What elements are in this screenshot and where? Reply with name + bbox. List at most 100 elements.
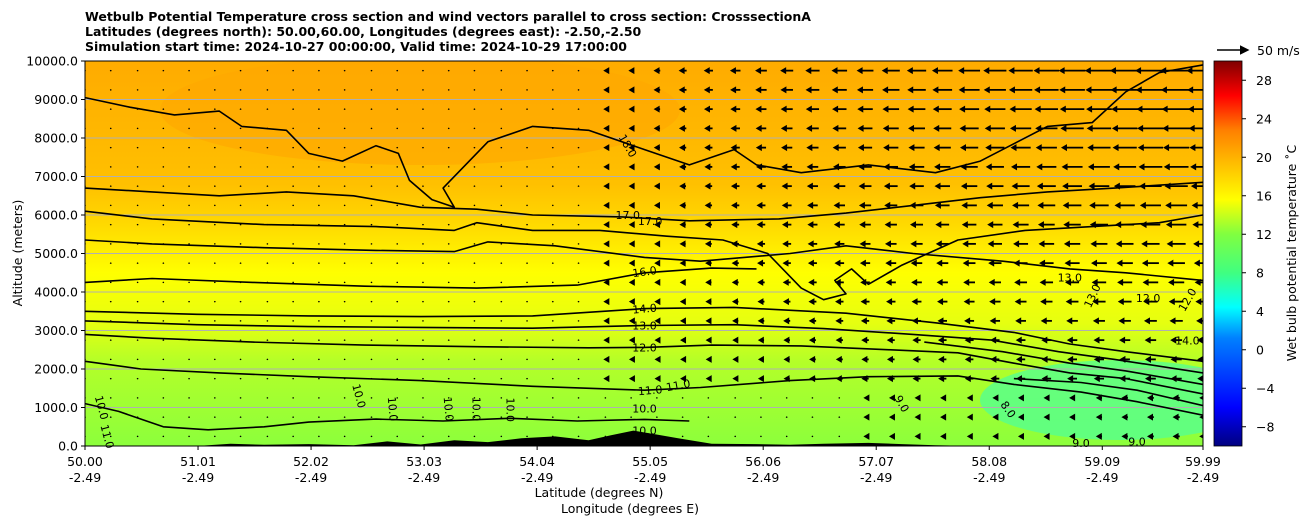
wind-vector: [109, 435, 112, 438]
wind-vector: [781, 182, 792, 190]
contour-line: [85, 306, 1203, 363]
wind-vector: [214, 435, 216, 438]
wind-vector: [1011, 182, 1030, 190]
wind-vector: [628, 355, 635, 363]
wind-vector: [188, 166, 190, 168]
wind-vector: [292, 243, 294, 245]
wind-vector: [781, 163, 793, 171]
wind-vector: [396, 223, 399, 226]
wind-vector: [577, 339, 580, 341]
wind-vector: [214, 223, 216, 226]
wind-vector: [292, 262, 294, 264]
wind-vector: [188, 146, 190, 149]
wind-vector: [577, 300, 580, 303]
wind-vector: [962, 240, 976, 248]
wind-vector: [343, 435, 346, 438]
wind-vector: [732, 355, 739, 363]
wind-vector: [1015, 336, 1026, 344]
wind-vector: [679, 163, 687, 171]
wind-vector: [963, 278, 975, 286]
wind-vector: [780, 124, 793, 132]
wind-vector: [239, 397, 242, 399]
wind-vector: [343, 204, 346, 207]
wind-vector: [704, 124, 713, 132]
contour-line: [85, 64, 1203, 209]
y-axis-ticks: 0.0 1000.0 2000.0 3000.0 4000.0 5000.0 6000.0 7…: [26, 54, 85, 454]
wind-vector: [1017, 432, 1024, 440]
wind-vector: [630, 416, 632, 418]
wind-vector: [136, 320, 139, 322]
wind-vector: [551, 416, 554, 418]
wind-vector: [908, 163, 925, 171]
wind-vector: [1087, 144, 1111, 152]
x-tick-label-lon: -2.49: [1187, 470, 1219, 485]
wind-vector: [1092, 317, 1105, 325]
wind-vector: [1015, 355, 1026, 363]
wind-vector: [603, 86, 610, 94]
wind-vector: [214, 185, 216, 187]
wind-vector: [911, 298, 922, 306]
wind-vector: [680, 336, 687, 344]
wind-vector: [1190, 182, 1203, 190]
wind-vector: [136, 127, 139, 130]
wind-vector: [422, 108, 424, 110]
wind-vector: [188, 204, 190, 207]
x-axis-ticks: 50.00-2.4951.01-2.4952.02-2.4953.03-2.49…: [67, 446, 1221, 485]
wind-vector: [863, 394, 870, 402]
wind-vector: [214, 377, 216, 380]
wind-vector: [577, 204, 580, 207]
wind-vector: [1115, 221, 1135, 229]
wind-vector: [370, 223, 373, 226]
wind-vector: [782, 278, 791, 286]
wind-vector: [964, 355, 974, 363]
x-tick-label-lon: -2.49: [521, 470, 553, 485]
wind-vector: [239, 204, 242, 207]
wind-vector: [990, 375, 1000, 383]
wind-vector: [1186, 67, 1203, 75]
wind-vector: [526, 262, 528, 264]
wind-vector: [422, 146, 424, 149]
wind-vector: [292, 416, 294, 418]
wind-vector: [831, 86, 847, 94]
wind-vector: [162, 108, 165, 110]
wind-vector: [808, 298, 817, 306]
wind-vector: [292, 89, 294, 91]
wind-vector: [934, 163, 951, 171]
chart-title: Wetbulb Potential Temperature cross sect…: [85, 9, 811, 54]
wind-vector: [136, 166, 139, 168]
wind-vector: [755, 86, 767, 94]
wind-vector: [1170, 336, 1183, 344]
wind-vector: [782, 298, 791, 306]
wind-vector: [884, 240, 897, 248]
wind-vector: [162, 127, 165, 130]
wind-vector: [1015, 317, 1026, 325]
wind-vector: [1115, 240, 1134, 248]
wind-vector: [136, 435, 139, 438]
wind-vector: [832, 144, 846, 152]
wind-vector: [343, 69, 346, 72]
wind-vector: [628, 67, 635, 75]
wind-vector: [1093, 336, 1105, 344]
wind-vector: [214, 397, 216, 399]
wind-vector: [370, 204, 373, 207]
wind-vector: [959, 144, 979, 152]
wind-vector: [266, 223, 269, 226]
wind-vector: [704, 163, 713, 171]
wind-vector: [940, 413, 947, 421]
wind-vector: [239, 166, 242, 168]
wind-vector: [1064, 259, 1080, 267]
wind-vector: [1161, 105, 1191, 113]
wind-vector: [292, 166, 294, 168]
wind-vector: [500, 89, 503, 91]
wind-vector: [858, 201, 872, 209]
y-tick-label: 4000.0: [34, 285, 78, 300]
wind-vector: [343, 243, 346, 245]
x-tick-label-lat: 59.09: [1084, 454, 1120, 469]
wind-vector: [473, 146, 476, 149]
wind-vector: [603, 278, 610, 286]
wind-vector: [577, 108, 580, 110]
contour-line: [85, 333, 1203, 395]
y-tick-label: 2000.0: [34, 362, 78, 377]
wind-vector: [1013, 240, 1029, 248]
wind-vector: [1065, 298, 1079, 306]
